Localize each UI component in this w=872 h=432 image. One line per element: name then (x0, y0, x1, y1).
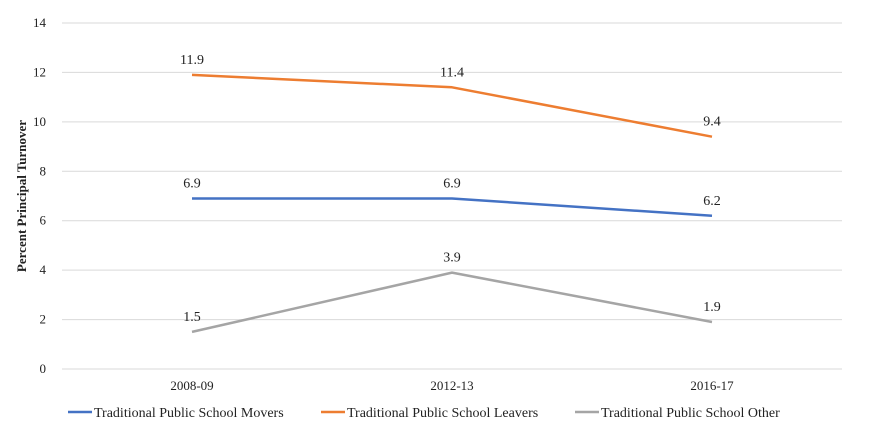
series-line (191, 73, 713, 138)
y-tick-label: 2 (40, 312, 47, 327)
data-label: 11.4 (440, 65, 464, 80)
data-label: 6.2 (703, 194, 721, 209)
legend-item: Traditional Public School Other (575, 406, 780, 421)
data-label: 1.9 (703, 300, 721, 315)
data-label: 6.9 (443, 176, 461, 191)
y-tick-label: 10 (33, 114, 46, 129)
legend-label: Traditional Public School Leavers (347, 406, 538, 421)
series-3: 1.5 3.9 1.9 (183, 251, 721, 334)
y-tick-label: 8 (40, 163, 47, 178)
series-2: 11.9 11.4 9.4 (180, 53, 721, 138)
x-tick-label: 2012-13 (430, 378, 473, 393)
gridlines (62, 22, 842, 370)
x-tick-label: 2016-17 (690, 378, 734, 393)
y-tick-label: 4 (40, 262, 47, 277)
legend-label: Traditional Public School Movers (94, 406, 284, 421)
x-tick-label: 2008-09 (170, 378, 213, 393)
y-tick-label: 6 (40, 213, 47, 228)
y-tick-label: 0 (40, 361, 47, 376)
legend-label: Traditional Public School Other (601, 406, 780, 421)
data-label: 11.9 (180, 53, 204, 68)
x-axis-ticks: 2008-09 2012-13 2016-17 (170, 378, 734, 393)
data-label: 9.4 (703, 115, 721, 130)
data-label: 1.5 (183, 310, 201, 325)
y-tick-label: 14 (33, 15, 47, 30)
data-label: 3.9 (443, 251, 461, 266)
series-lines: 6.9 6.9 6.2 11.9 11.4 9.4 1.5 3.9 1.9 (180, 53, 721, 334)
y-axis-label: Percent Principal Turnover (14, 120, 29, 272)
series-line (191, 271, 713, 334)
legend-item: Traditional Public School Movers (68, 406, 284, 421)
series-1: 6.9 6.9 6.2 (183, 176, 721, 218)
series-line (192, 197, 713, 218)
legend-item: Traditional Public School Leavers (321, 406, 538, 421)
y-axis-ticks: 0 2 4 6 8 10 12 14 (33, 15, 47, 376)
legend: Traditional Public School Movers Traditio… (68, 406, 780, 421)
y-tick-label: 12 (33, 64, 46, 79)
data-label: 6.9 (183, 176, 201, 191)
